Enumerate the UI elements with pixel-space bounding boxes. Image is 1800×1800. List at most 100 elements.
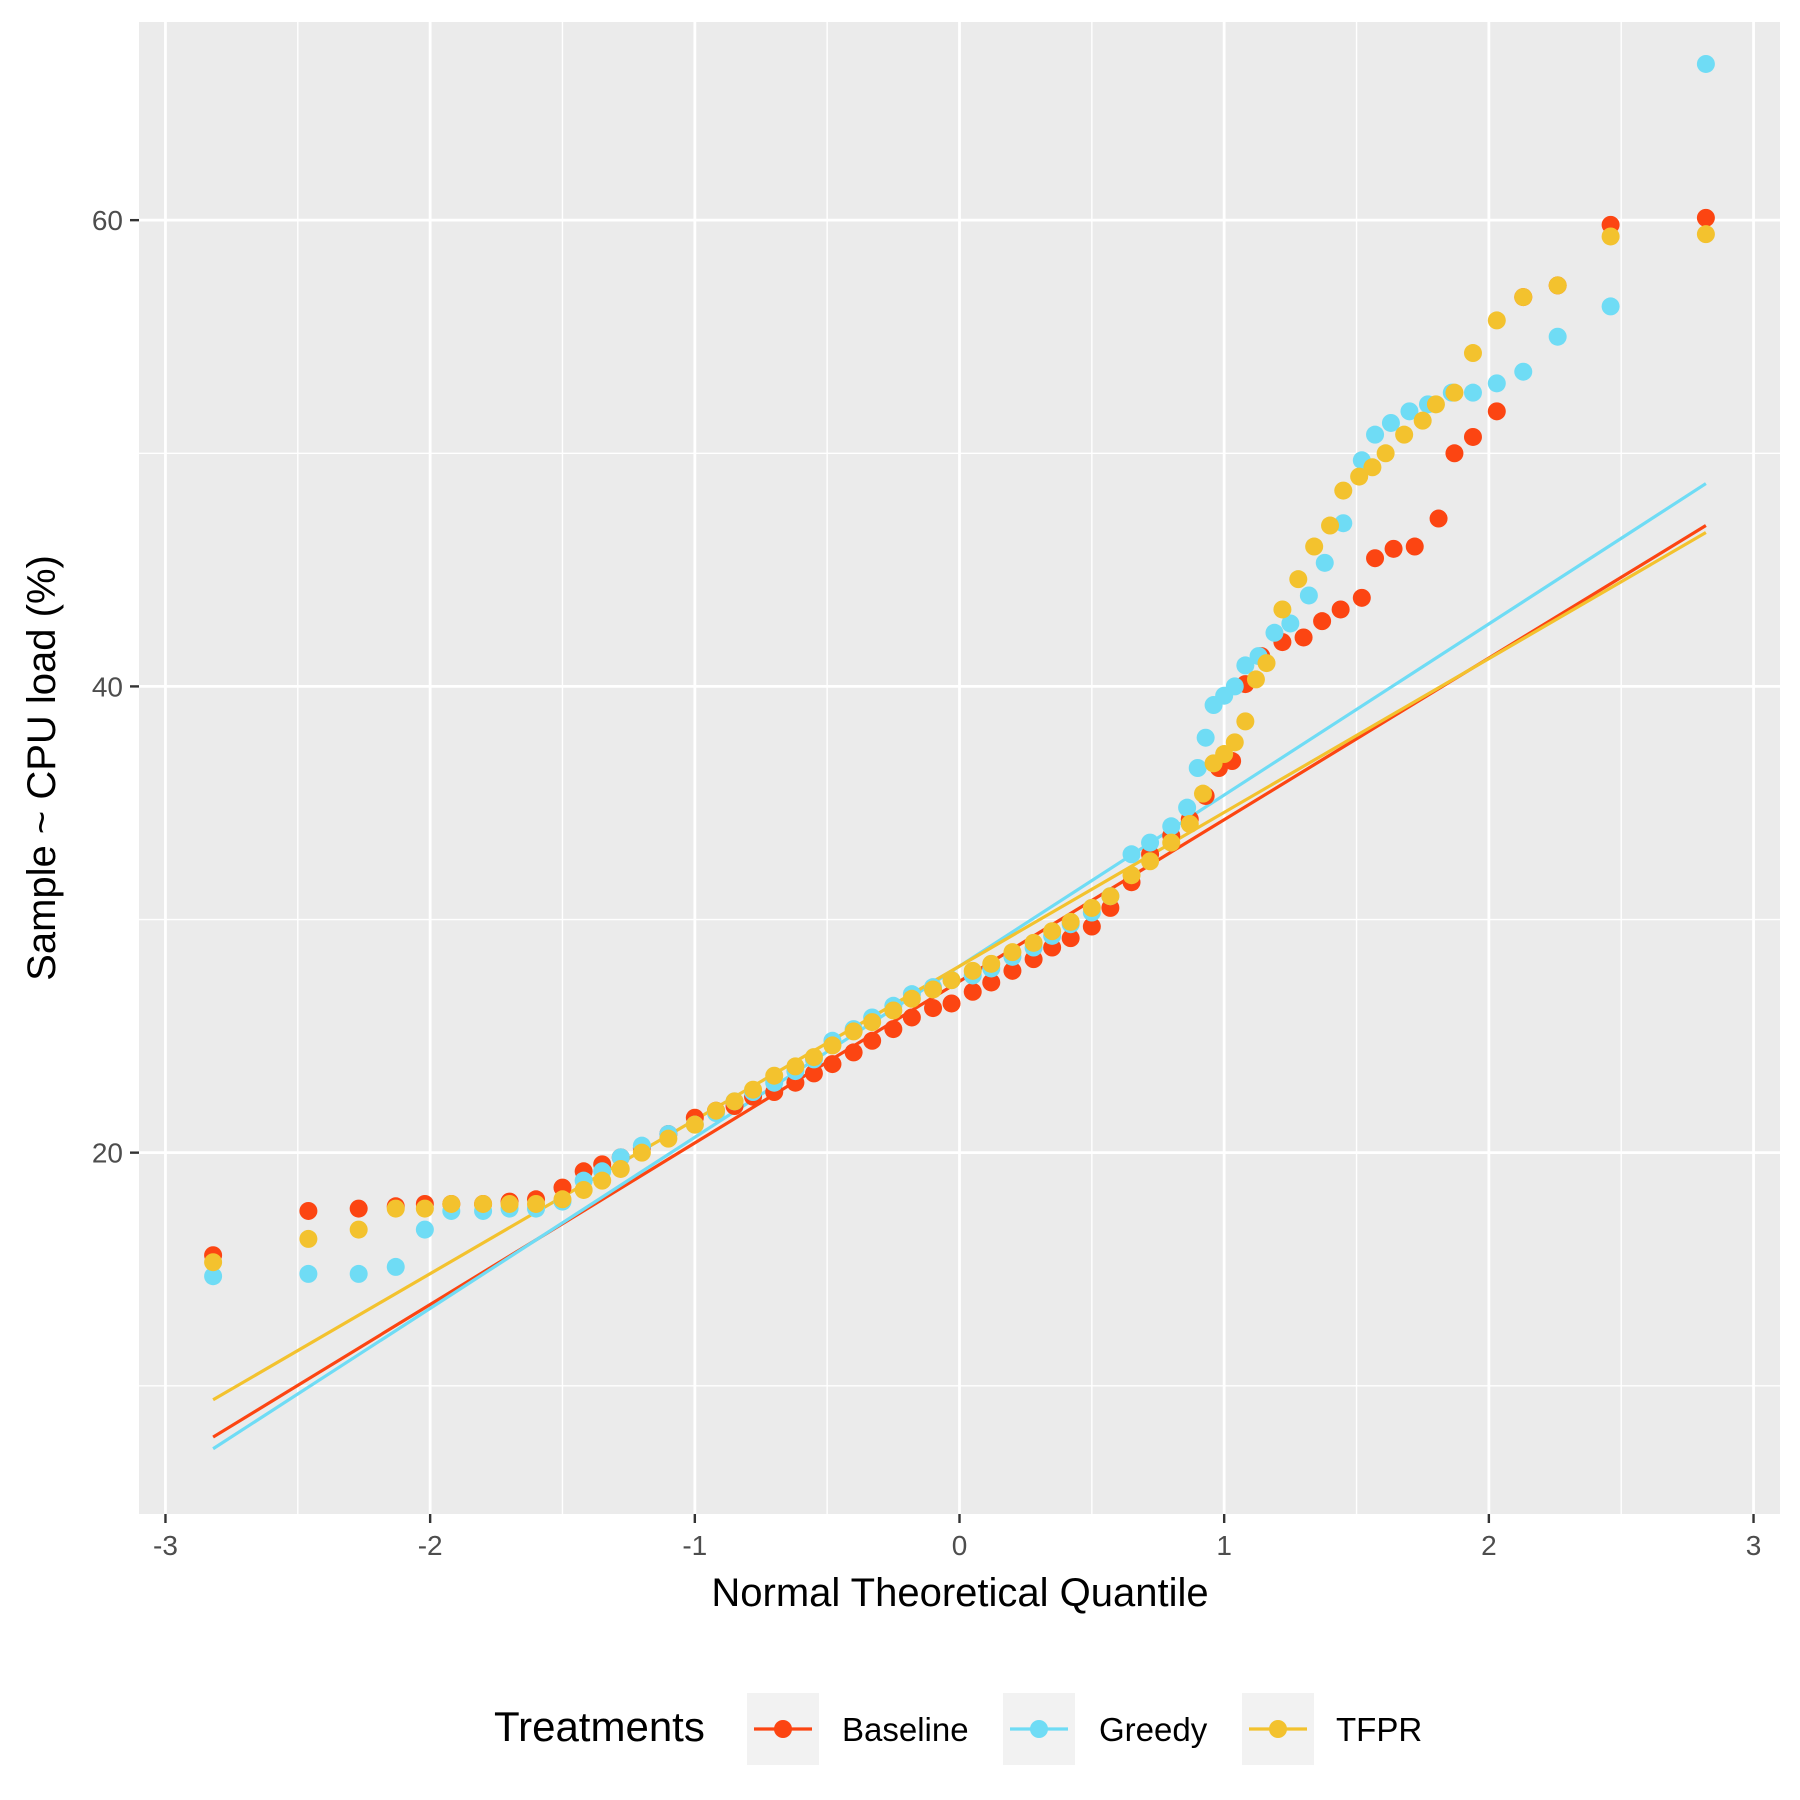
data-point [1352, 588, 1371, 607]
data-point [902, 989, 921, 1008]
data-point [204, 1253, 223, 1272]
y-tick-label: 20 [92, 1138, 123, 1169]
data-point [1299, 586, 1318, 605]
data-point [1313, 612, 1332, 631]
data-point [706, 1101, 725, 1120]
data-point [1215, 745, 1234, 764]
data-point [685, 1115, 704, 1134]
data-point [1289, 570, 1308, 589]
data-point [299, 1264, 318, 1283]
data-point [1463, 383, 1482, 402]
data-point [1548, 276, 1567, 295]
data-point [804, 1064, 823, 1083]
data-point [982, 973, 1001, 992]
data-point [744, 1080, 763, 1099]
data-point [942, 994, 961, 1013]
data-point [204, 1267, 223, 1286]
data-point [1061, 929, 1080, 948]
data-point [786, 1057, 805, 1076]
data-point [1463, 344, 1482, 363]
data-point [1445, 444, 1464, 463]
data-point [1281, 614, 1300, 633]
legend: Treatments Baseline Greedy TFPR [494, 1693, 1422, 1765]
data-point [924, 999, 943, 1018]
data-point [1101, 887, 1120, 906]
legend-key-tfpr [1242, 1693, 1314, 1765]
data-point [823, 1036, 842, 1055]
data-point [1082, 898, 1101, 917]
data-point [1141, 852, 1160, 871]
data-point [725, 1092, 744, 1111]
data-point [1141, 833, 1160, 852]
data-point [574, 1180, 593, 1199]
data-point [1196, 728, 1215, 747]
data-point [474, 1194, 493, 1213]
data-point [1696, 54, 1715, 73]
data-point [844, 1043, 863, 1062]
data-point [349, 1220, 368, 1239]
data-point [1003, 943, 1022, 962]
data-point [553, 1190, 572, 1209]
data-point [1487, 374, 1506, 393]
data-point [1003, 961, 1022, 980]
data-point [415, 1199, 434, 1218]
x-tick-label: -2 [418, 1530, 443, 1561]
legend-label-tfpr: TFPR [1336, 1711, 1422, 1748]
data-point [1194, 784, 1213, 803]
data-point [1381, 413, 1400, 432]
y-tick-label: 60 [92, 205, 123, 236]
data-point [299, 1229, 318, 1248]
y-tick-label: 40 [92, 671, 123, 702]
data-point [1236, 656, 1255, 675]
data-point [1548, 327, 1567, 346]
data-point [1178, 798, 1197, 817]
data-point [1162, 817, 1181, 836]
data-point [844, 1022, 863, 1041]
legend-title: Treatments [494, 1703, 705, 1750]
data-point [1122, 866, 1141, 885]
data-point [442, 1194, 461, 1213]
data-point [1463, 427, 1482, 446]
y-axis-title: Sample ~ CPU load (%) [20, 555, 64, 981]
y-axis: 20 40 60 [92, 205, 139, 1169]
data-point [1257, 654, 1276, 673]
data-point [765, 1066, 784, 1085]
data-point [1236, 712, 1255, 731]
data-point [593, 1171, 612, 1190]
data-point [1225, 733, 1244, 752]
x-tick-label: -1 [682, 1530, 707, 1561]
data-point [1225, 677, 1244, 696]
data-point [884, 1020, 903, 1039]
series-tfpr [204, 225, 1715, 1272]
data-point [1334, 481, 1353, 500]
data-points [204, 54, 1715, 1286]
data-point [500, 1194, 519, 1213]
data-point [1366, 549, 1385, 568]
data-point [1487, 402, 1506, 421]
data-point [659, 1129, 678, 1148]
data-point [1429, 509, 1448, 528]
reference-line-tfpr [212, 531, 1707, 1402]
data-point [299, 1201, 318, 1220]
data-point [1082, 917, 1101, 936]
data-point [1405, 537, 1424, 556]
x-axis-title: Normal Theoretical Quantile [711, 1571, 1208, 1615]
minor-gridlines [139, 22, 1780, 1514]
data-point [863, 1031, 882, 1050]
data-point [1376, 444, 1395, 463]
data-point [386, 1199, 405, 1218]
data-point [823, 1055, 842, 1074]
data-point [1043, 922, 1062, 941]
data-point [1601, 227, 1620, 246]
data-point [1413, 411, 1432, 430]
data-point [527, 1194, 546, 1213]
data-point [1696, 208, 1715, 227]
data-point [1188, 759, 1207, 777]
data-point [1395, 425, 1414, 444]
data-point [1321, 516, 1340, 535]
x-tick-label: 0 [952, 1530, 968, 1561]
data-point [349, 1264, 368, 1283]
data-point [1514, 362, 1533, 381]
data-point [1180, 814, 1199, 833]
